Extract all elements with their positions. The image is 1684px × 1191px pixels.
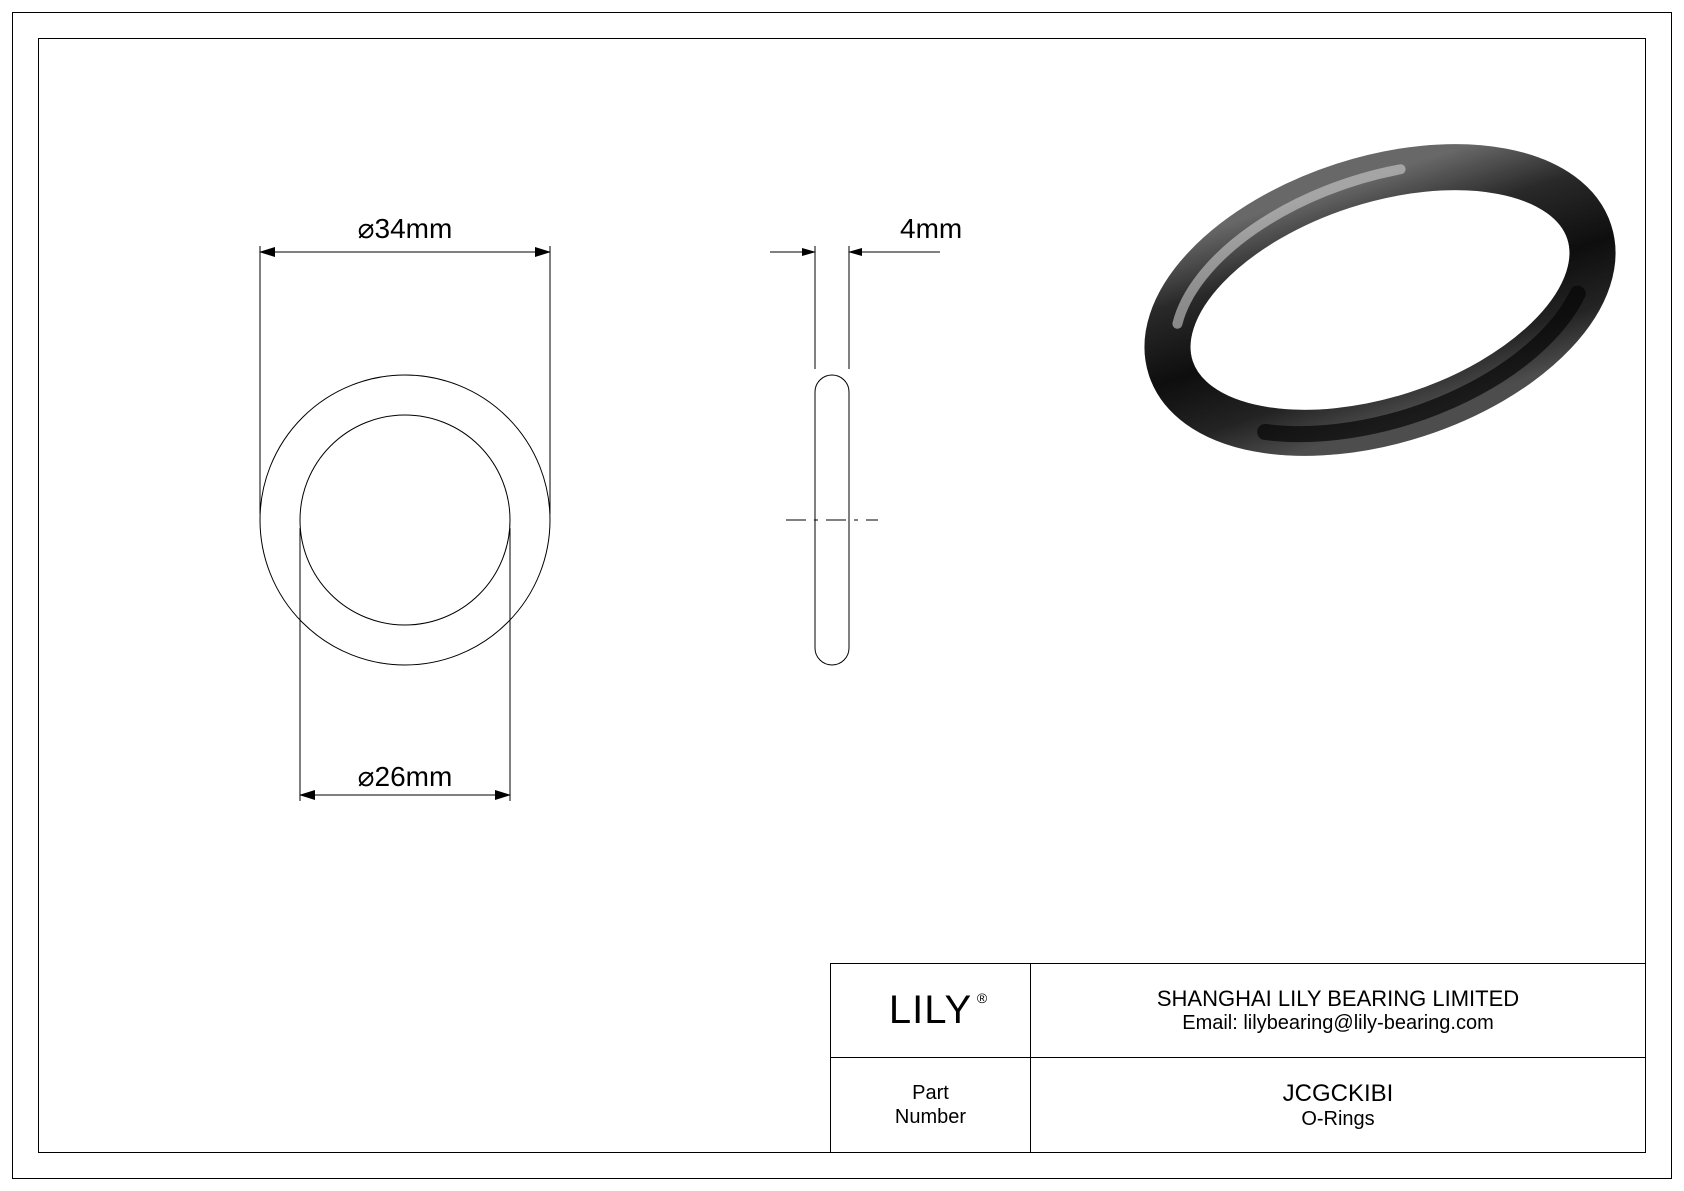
page-root: ⌀34mm ⌀26mm 4mm	[0, 0, 1684, 1191]
outer-diameter-label: ⌀34mm	[358, 213, 453, 244]
side-view: 4mm	[770, 213, 962, 665]
part-number: JCGCKIBI	[1283, 1080, 1394, 1108]
outer-circle	[260, 375, 550, 665]
part-description: O-Rings	[1301, 1108, 1374, 1131]
company-email: Email: lilybearing@lily-bearing.com	[1182, 1012, 1494, 1035]
title-block-row-1: LILY ® SHANGHAI LILY BEARING LIMITED Ema…	[831, 964, 1645, 1058]
company-logo: LILY ®	[889, 988, 972, 1033]
part-label-line2: Number	[895, 1105, 966, 1129]
title-block: LILY ® SHANGHAI LILY BEARING LIMITED Ema…	[830, 963, 1646, 1153]
registered-icon: ®	[977, 990, 988, 1006]
part-info-cell: JCGCKIBI O-Rings	[1031, 1058, 1645, 1152]
inner-diameter-label: ⌀26mm	[358, 761, 453, 792]
thickness-label: 4mm	[900, 213, 962, 244]
dim-thickness: 4mm	[770, 213, 962, 369]
title-block-row-2: Part Number JCGCKIBI O-Rings	[831, 1058, 1645, 1152]
dim-outer-diameter: ⌀34mm	[260, 213, 550, 514]
company-cell: SHANGHAI LILY BEARING LIMITED Email: lil…	[1031, 964, 1645, 1057]
logo-cell: LILY ®	[831, 964, 1031, 1057]
inner-circle	[300, 415, 510, 625]
logo-text: LILY	[889, 988, 972, 1032]
part-label-cell: Part Number	[831, 1058, 1031, 1152]
render-3d-ring	[1133, 117, 1626, 483]
part-label-line1: Part	[912, 1081, 949, 1105]
company-name: SHANGHAI LILY BEARING LIMITED	[1157, 986, 1519, 1012]
front-view: ⌀34mm ⌀26mm	[260, 213, 550, 801]
